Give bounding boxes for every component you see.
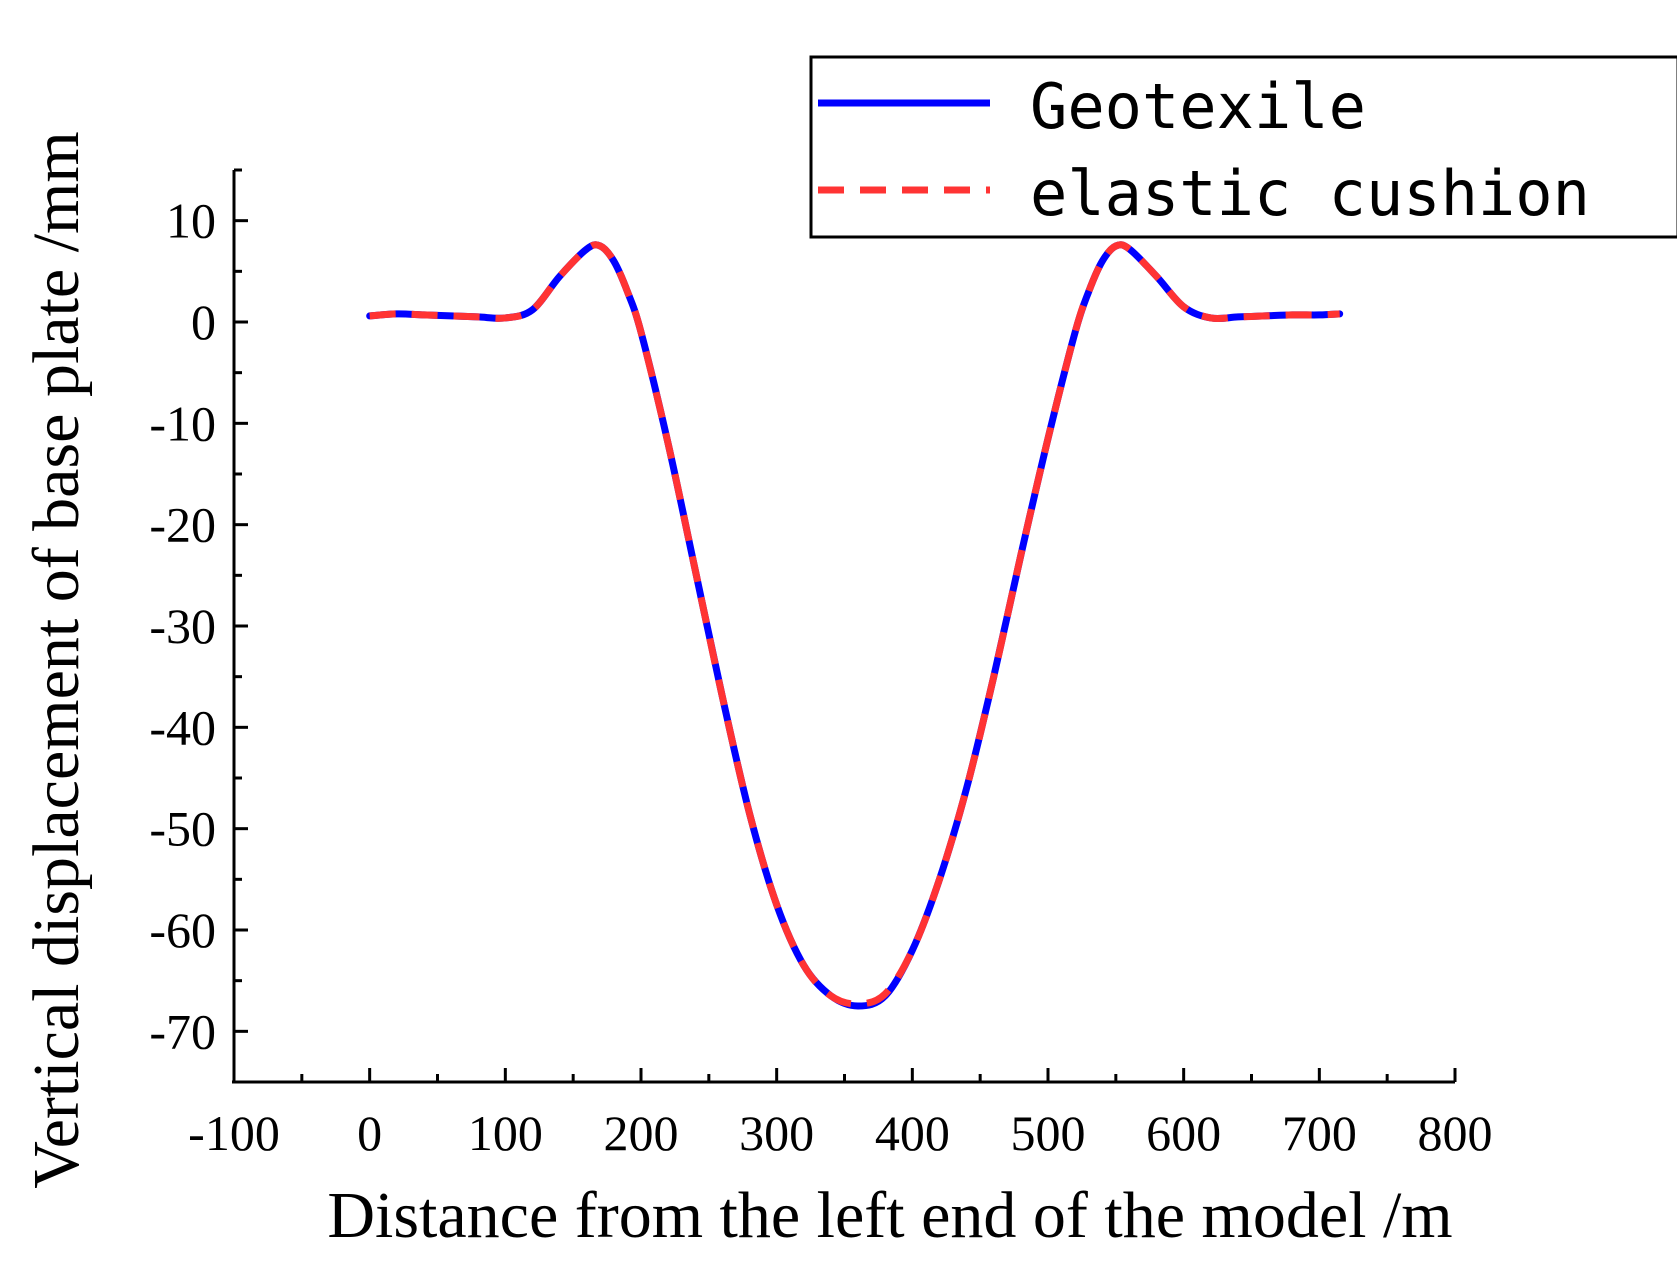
x-tick-label: 300 <box>739 1105 814 1161</box>
x-axis-title: Distance from the left end of the model … <box>327 1179 1452 1252</box>
legend: Geotexile elastic cushion <box>809 55 1677 239</box>
y-tick-label: 0 <box>191 294 216 350</box>
y-axis-title: Vertical displacement of base plate /mm <box>20 131 93 1188</box>
y-tick-label: -30 <box>149 598 216 654</box>
x-tick-label: 0 <box>357 1105 382 1161</box>
x-tick-label: 500 <box>1011 1105 1086 1161</box>
series-line-geotexile <box>366 241 1344 1010</box>
x-tick-label: 200 <box>604 1105 679 1161</box>
x-tick-label: 600 <box>1146 1105 1221 1161</box>
x-tick-label: 100 <box>468 1105 543 1161</box>
y-tick-label: -40 <box>149 699 216 755</box>
y-tick-label: -20 <box>149 497 216 553</box>
x-tick-label: 400 <box>875 1105 950 1161</box>
y-tick-label: -70 <box>149 1003 216 1059</box>
x-tick-label: 800 <box>1418 1105 1493 1161</box>
y-tick-label: -60 <box>149 902 216 958</box>
x-tick-label: -100 <box>188 1105 280 1161</box>
series-line-elastic-cushion <box>369 241 1340 1008</box>
y-tick-label: -10 <box>149 395 216 451</box>
y-tick-label: -50 <box>149 801 216 857</box>
legend-box <box>809 55 1677 239</box>
legend-label-geotexile: Geotexile <box>1030 70 1366 143</box>
y-tick-label: 10 <box>166 193 216 249</box>
series-layer <box>366 241 1344 1010</box>
axes: -100 0 100 200 300 400 500 600 700 800100-10-20-3… <box>149 168 1493 1161</box>
x-tick-label: 700 <box>1282 1105 1357 1161</box>
legend-label-elastic-cushion: elastic cushion <box>1030 157 1590 230</box>
